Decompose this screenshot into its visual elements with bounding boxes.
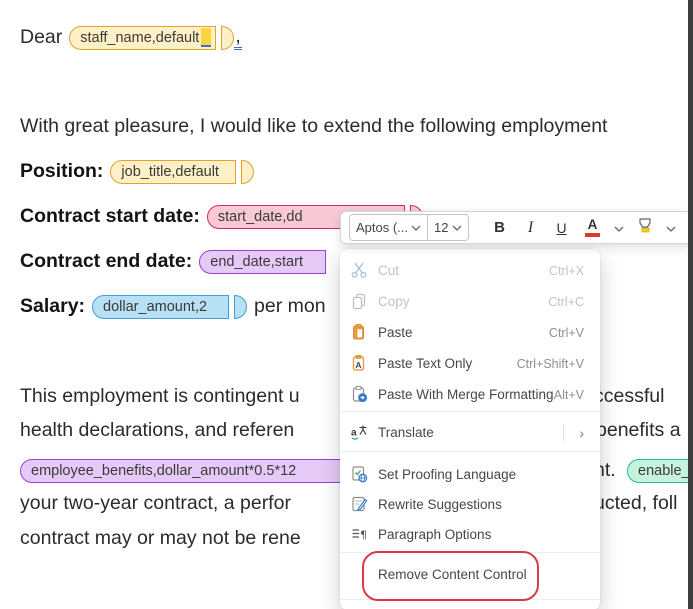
font-color-icon: A: [585, 218, 600, 237]
greeting-comma: ,: [234, 25, 242, 50]
benefits-line: employee_benefits,dollar_amount*0.5*12: [20, 457, 345, 484]
content-control-enable[interactable]: enable_: [627, 458, 693, 483]
content-control-job-title[interactable]: job_title,default: [110, 159, 237, 184]
menu-item-paste-text-only[interactable]: A Paste Text Only Ctrl+Shift+V: [340, 348, 600, 379]
paste-merge-icon: [349, 384, 369, 404]
menu-separator: [340, 411, 600, 412]
menu-item-translate[interactable]: a Translate ›: [340, 417, 600, 448]
highlighted-space: [201, 28, 212, 47]
chevron-down-icon: [411, 225, 421, 231]
menu-item-rewrite-suggestions[interactable]: Rewrite Suggestions: [340, 489, 600, 520]
content-control-label: dollar_amount,2: [103, 298, 208, 315]
chevron-down-icon: [666, 219, 676, 237]
submenu-arrow-icon: ›: [579, 425, 584, 441]
salary-label: Salary:: [20, 295, 86, 317]
content-control-label: end_date,start: [210, 253, 303, 270]
menu-item-set-proofing-language[interactable]: Set Proofing Language: [340, 459, 600, 490]
highlighter-icon: [636, 217, 654, 239]
end-date-line: Contract end date: end_date,start: [20, 248, 327, 275]
paste-text-icon: A: [349, 353, 369, 373]
underline-icon: U: [556, 219, 567, 236]
italic-button[interactable]: I: [520, 216, 542, 240]
font-size-value: 12: [434, 220, 449, 235]
position-line: Position: job_title,default: [20, 158, 255, 185]
content-control-dollar-amount[interactable]: dollar_amount,2: [92, 294, 230, 319]
start-date-label: Contract start date:: [20, 205, 200, 227]
highlight-button[interactable]: [634, 216, 656, 240]
content-control-label: staff_name,default: [80, 29, 200, 46]
content-control-label: start_date,dd: [217, 208, 303, 225]
font-controls: Aptos (... 12: [349, 214, 469, 241]
font-color-dropdown[interactable]: [613, 216, 625, 240]
bold-button[interactable]: B: [489, 216, 511, 240]
menu-item-remove-content-control[interactable]: Remove Content Control: [378, 567, 527, 582]
translate-icon: a: [349, 422, 369, 442]
salary-suffix-text: per mon: [254, 295, 326, 317]
font-size-dropdown[interactable]: 12: [428, 215, 467, 240]
toolbar-divider: [427, 215, 429, 240]
enable-pill-line: enable_: [627, 457, 693, 484]
paragraph2-line2-left: your two-year contract, a perfor: [20, 492, 291, 514]
salary-line: Salary: dollar_amount,2 per mon: [20, 293, 326, 320]
greeting-line: Dear staff_name,default ,: [20, 24, 242, 51]
content-control-label: job_title,default: [121, 163, 219, 180]
content-control-label: employee_benefits,dollar_amount*0.5*12: [31, 462, 297, 479]
underline-button[interactable]: U: [551, 216, 573, 240]
window-edge: [688, 0, 693, 609]
content-control-end-tag[interactable]: [221, 25, 235, 50]
scissors-icon: [349, 260, 369, 280]
highlight-dropdown[interactable]: [665, 216, 677, 240]
paragraph1-line2-left: health declarations, and referen: [20, 419, 295, 441]
context-menu: Cut Ctrl+X Copy Ctrl+C Paste: [340, 249, 600, 609]
intro-text: With great pleasure, I would like to ext…: [20, 115, 608, 137]
content-control-label: enable_: [638, 462, 690, 479]
greeting-text: Dear: [20, 26, 63, 48]
end-date-label: Contract end date:: [20, 250, 193, 272]
submenu-divider: [563, 424, 564, 441]
intro-line: With great pleasure, I would like to ext…: [20, 113, 607, 140]
menu-item-cut[interactable]: Cut Ctrl+X: [340, 255, 600, 286]
content-control-employee-benefits[interactable]: employee_benefits,dollar_amount*0.5*12: [20, 458, 345, 483]
mini-format-toolbar: Aptos (... 12 B I U A: [340, 211, 692, 244]
menu-separator: [340, 451, 600, 452]
position-label: Position:: [20, 160, 104, 182]
menu-separator: [340, 552, 600, 553]
content-control-end-tag[interactable]: [234, 294, 248, 319]
chevron-down-icon: [452, 225, 462, 231]
bold-icon: B: [494, 219, 505, 236]
menu-separator: [340, 599, 600, 600]
font-name-value: Aptos (...: [356, 220, 409, 235]
content-control-staff-name[interactable]: staff_name,default: [69, 25, 217, 50]
paragraph1-line1-right: ccessful: [594, 385, 665, 407]
paragraph1-line2-right: benefits a: [596, 419, 681, 441]
svg-text:a: a: [351, 428, 357, 439]
menu-item-paragraph-options[interactable]: ¶ Paragraph Options: [340, 519, 600, 550]
paragraph1-line1-left: This employment is contingent u: [20, 385, 300, 407]
menu-item-paste-merge-formatting[interactable]: Paste With Merge Formatting Alt+V: [340, 379, 600, 410]
proofing-icon: [349, 464, 369, 484]
copy-icon: [349, 291, 369, 311]
svg-text:A: A: [355, 360, 361, 370]
paragraph2-line3-left: contract may or may not be rene: [20, 527, 301, 549]
rewrite-icon: [349, 494, 369, 514]
content-control-end-tag[interactable]: [241, 159, 255, 184]
paragraph-icon: ¶: [349, 524, 369, 544]
content-control-end-date[interactable]: end_date,start: [199, 249, 327, 274]
paragraph2-line2-right: ucted, foll: [594, 492, 678, 514]
svg-text:¶: ¶: [360, 529, 367, 542]
menu-item-paste[interactable]: Paste Ctrl+V: [340, 317, 600, 348]
chevron-down-icon: [614, 219, 624, 237]
paste-icon: [349, 322, 369, 342]
font-name-dropdown[interactable]: Aptos (...: [350, 215, 427, 240]
font-color-button[interactable]: A: [582, 216, 604, 240]
italic-icon: I: [527, 218, 534, 236]
menu-item-copy[interactable]: Copy Ctrl+C: [340, 286, 600, 317]
